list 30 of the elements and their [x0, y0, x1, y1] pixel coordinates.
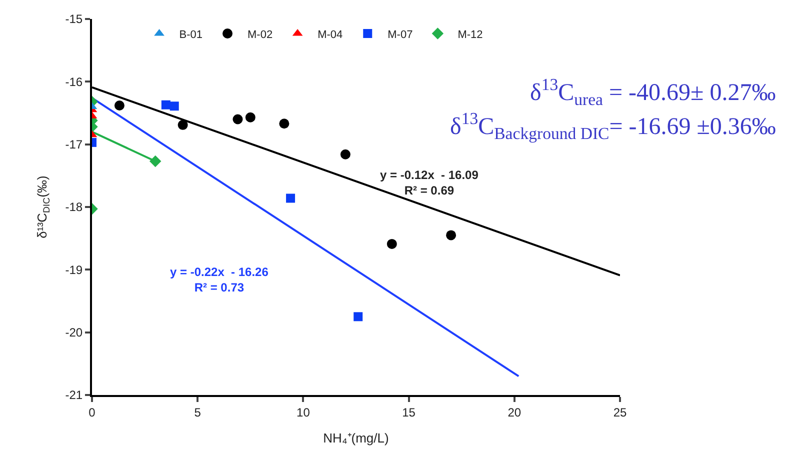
x-axis-title: NH₄⁺(mg/L) — [323, 430, 389, 446]
point — [232, 114, 243, 124]
y-tick-label: -16 — [65, 74, 83, 89]
annotation: y = -0.22x - 16.26 R² = 0.73 — [170, 265, 269, 295]
y-tick-label: -15 — [65, 12, 83, 26]
point — [286, 194, 296, 203]
x-tick-label: 25 — [613, 405, 627, 420]
point — [340, 149, 350, 160]
annotation: δ$^{13}$C$_{urea}$ = -40.69± 0.27‰ — [530, 75, 776, 110]
legend-label: M-07 — [388, 28, 413, 41]
point — [386, 238, 397, 249]
y-tick-label: -20 — [65, 326, 83, 340]
x-tick-label: 15 — [402, 405, 416, 420]
x-tick-label: 20 — [508, 405, 522, 420]
x-tick-label: 0 — [88, 405, 96, 420]
legend-label: M-12 — [458, 28, 483, 41]
y-tick-label: -21 — [65, 388, 83, 402]
y-tick-label: -18 — [65, 200, 83, 214]
y-tick-label: -19 — [65, 262, 83, 277]
point — [279, 118, 290, 129]
legend-label: B-01 — [179, 28, 203, 41]
legend-label: M-02 — [248, 28, 273, 41]
point — [245, 112, 256, 122]
annotation: δ$^{13}$C$_{Background DIC}$= -16.69 ±0.36‰ — [450, 109, 776, 144]
legend-label: M-04 — [318, 28, 343, 41]
y-tick-label: -17 — [65, 138, 83, 152]
x-tick-label: 10 — [296, 405, 310, 420]
point — [354, 312, 363, 322]
annotation: y = -0.12x - 16.09 R² = 0.69 — [380, 168, 479, 198]
x-tick-label: 5 — [194, 405, 202, 420]
